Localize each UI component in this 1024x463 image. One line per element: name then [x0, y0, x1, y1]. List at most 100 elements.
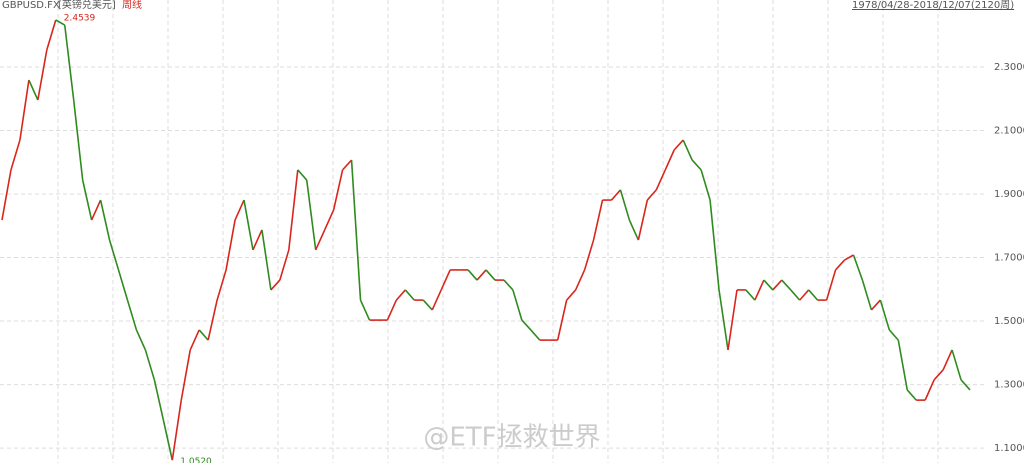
- price-segment: [808, 289, 819, 301]
- price-segment: [718, 289, 729, 351]
- price-segment: [153, 379, 165, 420]
- price-segment: [171, 400, 183, 461]
- date-range: 1978/04/28-2018/12/07(2120周): [852, 0, 1014, 11]
- price-segment: [323, 209, 335, 231]
- price-segment: [1, 169, 12, 221]
- y-tick-label: 1.7000: [994, 253, 1024, 264]
- price-segment: [888, 329, 899, 341]
- price-segment: [55, 19, 66, 26]
- watermark: @ETF拯救世界: [423, 423, 600, 453]
- price-segment: [879, 299, 891, 331]
- price-segment: [745, 289, 756, 301]
- price-segment: [135, 329, 147, 351]
- symbol: GBPUSD.FX: [2, 0, 60, 11]
- y-tick-label: 2.3000: [994, 62, 1024, 73]
- price-segment: [297, 169, 308, 181]
- price-segment: [90, 199, 102, 221]
- price-segment: [799, 289, 810, 301]
- price-segment: [440, 269, 451, 291]
- price-segment: [189, 329, 200, 351]
- price-segment: [37, 49, 48, 101]
- price-segment: [261, 229, 272, 291]
- price-segment: [566, 289, 577, 301]
- price-segment: [332, 169, 344, 211]
- price-segment: [207, 299, 218, 341]
- price-segment: [81, 179, 93, 221]
- price-segment: [691, 159, 702, 171]
- price-segment: [314, 229, 326, 251]
- price-segment: [646, 189, 657, 201]
- price-segment: [512, 289, 523, 321]
- price-segment: [763, 279, 774, 291]
- price-segment: [144, 349, 156, 381]
- price-segment: [610, 189, 622, 201]
- price-segment: [46, 19, 57, 51]
- price-segment: [342, 159, 353, 171]
- price-segment: [431, 289, 442, 311]
- price-segment: [637, 199, 649, 241]
- price-segment: [754, 279, 765, 301]
- y-tick-label: 1.3000: [994, 380, 1024, 391]
- price-segment: [664, 149, 675, 171]
- price-segment: [404, 289, 415, 301]
- price-segment: [503, 279, 514, 291]
- price-segment: [386, 299, 398, 321]
- price-segment: [521, 319, 532, 331]
- instrument-name: [英镑兑美元]: [58, 0, 116, 11]
- price-segment: [574, 269, 586, 291]
- price-segment: [126, 299, 138, 331]
- price-segment: [72, 99, 84, 181]
- max-label: 2.4539: [64, 14, 96, 24]
- price-segment: [359, 299, 371, 321]
- min-label: 1.0520: [180, 457, 212, 463]
- y-tick-label: 1.1000: [994, 443, 1024, 454]
- price-segment: [225, 219, 236, 271]
- price-segment: [243, 199, 254, 251]
- price-segment: [700, 169, 711, 201]
- price-segment: [350, 159, 362, 301]
- y-tick-label: 1.9000: [994, 189, 1024, 200]
- price-segment: [924, 379, 935, 401]
- price-segment: [781, 279, 792, 291]
- price-segment: [180, 349, 192, 401]
- price-segment: [951, 349, 962, 381]
- price-segment: [727, 289, 738, 351]
- price-segment: [216, 269, 227, 301]
- price-segment: [682, 139, 693, 161]
- price-segment: [844, 254, 854, 261]
- price-segment: [861, 279, 873, 311]
- price-segment: [619, 189, 631, 221]
- price-segment: [234, 199, 245, 221]
- price-segment: [530, 329, 541, 341]
- price-segment: [583, 239, 595, 271]
- price-segment: [252, 229, 263, 251]
- price-segment: [270, 279, 281, 291]
- price-segment: [772, 279, 783, 291]
- price-segment: [852, 254, 864, 281]
- price-segment: [162, 419, 174, 461]
- price-segment: [288, 169, 299, 251]
- price-segment: [655, 169, 666, 191]
- price-segment: [476, 269, 487, 281]
- price-segment: [63, 24, 75, 101]
- price-segment: [673, 139, 684, 151]
- price-segment: [19, 79, 30, 141]
- price-segment: [279, 249, 290, 281]
- price-segment: [906, 389, 917, 401]
- price-segment: [870, 299, 881, 311]
- period: 周线: [122, 0, 142, 11]
- y-tick-label: 1.5000: [994, 316, 1024, 327]
- price-segment: [485, 269, 496, 281]
- price-segment: [556, 299, 568, 341]
- price-segment: [592, 199, 604, 241]
- price-segment: [825, 269, 837, 301]
- price-segment: [467, 269, 478, 281]
- price-segment: [709, 199, 720, 291]
- price-segment: [960, 379, 971, 391]
- price-segment: [108, 239, 120, 271]
- price-segment: [28, 79, 39, 101]
- y-tick-label: 2.1000: [994, 126, 1024, 137]
- price-segment: [422, 299, 433, 311]
- price-segment: [10, 139, 21, 171]
